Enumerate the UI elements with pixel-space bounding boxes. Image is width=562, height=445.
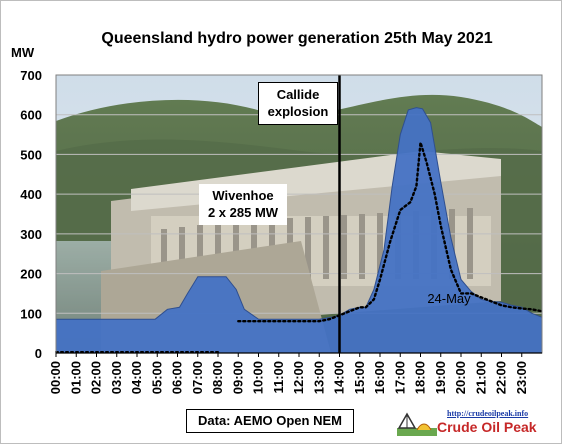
series-24-may-line: [237, 142, 544, 323]
x-tick-label-1300: 13:00: [311, 361, 326, 394]
x-tick-label-0800: 08:00: [210, 361, 225, 394]
chart-title: Queensland hydro power generation 25th M…: [101, 30, 492, 47]
x-tick-label-0100: 01:00: [68, 361, 83, 394]
x-tick-label-0500: 05:00: [149, 361, 164, 394]
x-tick-label-0300: 03:00: [109, 361, 124, 394]
y-tick-labels: 0 100 200 300 400 500 600 700: [20, 68, 42, 361]
comparison-line-layer: [55, 75, 544, 353]
x-tick-label-0600: 06:00: [170, 361, 185, 394]
crude-oil-peak-logo[interactable]: http://crudeoilpeak.info Crude Oil Peak: [395, 408, 547, 438]
annotation-24-may: 24-May: [427, 291, 471, 306]
x-tick-label-2300: 23:00: [514, 361, 529, 394]
y-tick-label-300: 300: [20, 227, 42, 242]
x-tick-labels: 00:00 01:00 02:00 03:00 04:00 05:00 06:00 07:00…: [48, 361, 529, 394]
y-tick-label-200: 200: [20, 267, 42, 282]
y-tick-label-0: 0: [35, 346, 42, 361]
x-tick-label-1900: 19:00: [433, 361, 448, 394]
x-tick-label-0000: 00:00: [48, 361, 63, 394]
source-note: Data: AEMO Open NEM: [186, 409, 354, 433]
generation-area-series: [55, 107, 543, 354]
y-tick-label-500: 500: [20, 147, 42, 162]
x-tick-label-1100: 11:00: [271, 361, 286, 394]
x-tick-label-2100: 21:00: [473, 361, 488, 394]
x-tick-label-1500: 15:00: [352, 361, 367, 394]
x-tick-label-0700: 07:00: [190, 361, 205, 394]
x-tick-label-1600: 16:00: [372, 361, 387, 394]
x-tick-label-2200: 22:00: [494, 361, 509, 394]
annotation-wivenhoe: Wivenhoe 2 x 285 MW: [199, 184, 287, 225]
logo-url[interactable]: http://crudeoilpeak.info: [447, 409, 529, 418]
x-tick-label-1700: 17:00: [392, 361, 407, 394]
y-axis-unit-label: MW: [11, 45, 35, 60]
annotation-callide-line1: Callide: [276, 87, 320, 102]
y-tick-label-600: 600: [20, 108, 42, 123]
x-tick-label-1800: 18:00: [413, 361, 428, 394]
y-tick-label-100: 100: [20, 306, 42, 321]
x-tick-label-2000: 20:00: [453, 361, 468, 394]
generation-area-layer: [55, 107, 543, 354]
y-tick-label-700: 700: [20, 68, 42, 83]
axes: [55, 352, 542, 357]
x-tick-label-0200: 02:00: [89, 361, 104, 394]
annotation-wivenhoe-line2: 2 x 285 MW: [207, 205, 279, 220]
x-tick-label-1200: 12:00: [291, 361, 306, 394]
x-tick-label-0400: 04:00: [129, 361, 144, 394]
oil-derrick-icon: [397, 412, 437, 436]
annotation-callide-explosion: Callide explosion: [258, 82, 338, 125]
annotation-wivenhoe-line1: Wivenhoe: [212, 188, 274, 203]
logo-name: Crude Oil Peak: [437, 419, 537, 435]
y-tick-label-400: 400: [20, 187, 42, 202]
x-tick-label-0900: 09:00: [230, 361, 245, 394]
annotation-callide-line2: explosion: [267, 104, 329, 119]
x-tick-label-1400: 14:00: [332, 361, 347, 394]
x-tick-label-1000: 10:00: [251, 361, 266, 394]
